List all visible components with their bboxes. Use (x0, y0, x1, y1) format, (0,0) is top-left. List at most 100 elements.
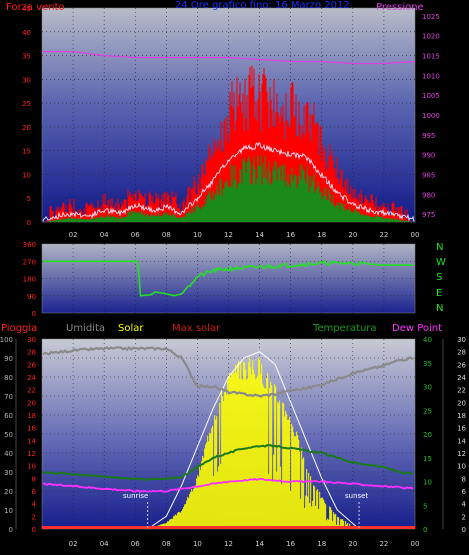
humidity-y-tick: 20 (4, 488, 13, 496)
meteo-x-tick: 00 (411, 540, 420, 548)
solar-y-tick: 8 (462, 475, 466, 483)
wind-direction-line (43, 260, 414, 297)
compass-n-top: N (436, 242, 443, 253)
humidity-y-tick: 30 (4, 469, 13, 477)
pressure-y-tick: 1020 (422, 33, 440, 41)
pressure-y-tick: 1005 (422, 92, 440, 100)
meteo-x-tick: 02 (69, 540, 78, 548)
pressure-y-tick: 1025 (422, 13, 440, 21)
wind-x-tick: 12 (224, 231, 233, 239)
rain-y-tick: 14 (27, 437, 36, 445)
solar-y-tick: 10 (457, 463, 466, 471)
wind-x-tick: 02 (69, 231, 78, 239)
humidity-y-tick: 10 (4, 507, 13, 515)
temperature-y-tick: 15 (423, 455, 432, 463)
wind-x-tick: 04 (100, 231, 109, 239)
meteo-x-tick: 04 (100, 540, 109, 548)
pressure-y-tick: 980 (422, 191, 435, 199)
rain-y-tick: 0 (32, 526, 36, 534)
wind-x-tick: 18 (317, 231, 326, 239)
meteo-x-tick: 12 (224, 540, 233, 548)
direction-y-tick: 270 (23, 258, 36, 266)
meteo-x-tick: 22 (379, 540, 388, 548)
solar-y-tick: 16 (457, 425, 466, 433)
dew-point-line (42, 477, 414, 493)
solar-y-tick: 24 (457, 374, 466, 382)
temperature-y-tick: 20 (423, 431, 432, 439)
wind-x-tick: 06 (131, 231, 140, 239)
temperature-y-tick: 35 (423, 360, 432, 368)
sunrise-label: sunrise (123, 492, 148, 500)
wind-x-tick: 10 (193, 231, 202, 239)
humidity-y-tick: 50 (4, 431, 13, 439)
humidity-y-tick: 100 (0, 336, 13, 344)
solar-y-tick: 26 (457, 361, 466, 369)
direction-y-tick: 180 (23, 276, 36, 284)
chart-date-title: 24 Ore grafico fino: 16 Marzo 2012 (175, 0, 350, 11)
humidity-y-tick: 60 (4, 412, 13, 420)
rain-y-tick: 16 (27, 425, 36, 433)
wind-average-line (42, 141, 415, 222)
solar-y-tick: 30 (457, 336, 466, 344)
solar-y-tick: 2 (462, 513, 466, 521)
pressure-y-tick: 1015 (422, 53, 440, 61)
wind-x-tick: 08 (162, 231, 171, 239)
temperature-y-tick: 0 (423, 526, 427, 534)
pressure-y-tick: 1010 (422, 72, 440, 80)
wind-x-tick: 22 (379, 231, 388, 239)
wind-x-tick: 16 (286, 231, 295, 239)
solar-y-tick: 6 (462, 488, 467, 496)
wind-x-tick: 20 (348, 231, 357, 239)
pressure-y-tick: 1000 (422, 112, 440, 120)
wind-y-tick: 40 (22, 29, 31, 37)
rain-y-tick: 28 (27, 349, 36, 357)
rain-y-tick: 8 (32, 475, 36, 483)
rain-y-tick: 20 (27, 399, 36, 407)
wind-y-tick: 30 (22, 76, 31, 84)
wind-y-tick: 25 (22, 100, 31, 108)
rain-y-tick: 26 (27, 361, 36, 369)
legend-rain: Pioggia (1, 323, 37, 334)
rain-y-tick: 12 (27, 450, 36, 458)
solar-y-tick: 20 (457, 399, 466, 407)
wind-y-tick: 45 (22, 5, 31, 13)
pressure-line (42, 50, 416, 65)
humidity-y-tick: 80 (4, 374, 13, 382)
wind-y-tick: 35 (22, 53, 31, 61)
humidity-y-tick: 90 (4, 355, 13, 363)
pressure-y-tick: 985 (422, 171, 435, 179)
wind-y-tick: 20 (22, 124, 31, 132)
temperature-y-tick: 25 (423, 407, 432, 415)
pressure-title: Pressione (376, 2, 424, 13)
temperature-y-tick: 5 (423, 502, 427, 510)
wind-y-tick: 0 (27, 219, 31, 227)
meteo-x-tick: 16 (286, 540, 295, 548)
legend-dew-point: Dew Point (392, 323, 442, 334)
rain-y-tick: 10 (27, 463, 36, 471)
wind-y-tick: 10 (22, 171, 31, 179)
wind-x-tick: 00 (411, 231, 420, 239)
legend-solar: Solar (118, 323, 144, 334)
temperature-y-tick: 10 (423, 479, 432, 487)
rain-y-tick: 6 (32, 488, 37, 496)
rain-y-tick: 24 (27, 374, 36, 382)
direction-panel-background (41, 243, 416, 314)
pressure-y-tick: 995 (422, 132, 435, 140)
solar-y-tick: 12 (457, 450, 466, 458)
meteo-x-tick: 06 (131, 540, 140, 548)
sunset-label: sunset (345, 492, 368, 500)
solar-y-tick: 4 (462, 501, 467, 509)
legend-max-solar: Max solar (172, 323, 221, 334)
pressure-y-tick: 975 (422, 211, 435, 219)
meteo-x-tick: 20 (348, 540, 357, 548)
compass-n-bottom: N (436, 303, 443, 314)
solar-y-tick: 18 (457, 412, 466, 420)
temperature-y-tick: 30 (423, 384, 432, 392)
direction-y-tick: 360 (23, 241, 36, 249)
temperature-y-tick: 40 (423, 336, 432, 344)
wind-title: Forza vento (6, 2, 65, 13)
direction-y-tick: 0 (32, 310, 36, 318)
rain-y-tick: 18 (27, 412, 36, 420)
pressure-y-tick: 990 (422, 152, 435, 160)
